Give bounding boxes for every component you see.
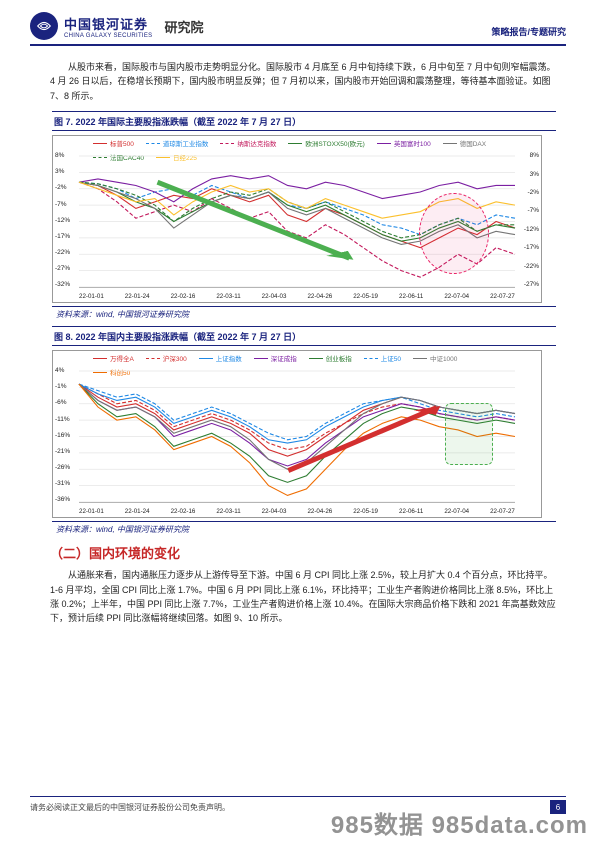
chart-8-canvas: 万得全A沪深300上证指数深证成指创业板指上证50中证1000科创50 4%-1… <box>52 350 542 518</box>
chart-7-source: 资料来源：wind, 中国银河证券研究院 <box>52 306 556 320</box>
chart-8-title: 图 8. 2022 年国内主要股指涨跌幅（截至 2022 年 7 月 27 日） <box>52 326 556 346</box>
chart-7-xaxis: 22-01-0122-01-2422-02-1622-03-1122-04-03… <box>79 293 515 300</box>
section-2-paragraph: 从通胀来看，国内通胀压力逐步从上游传导至下游。中国 6 月 CPI 同比上涨 2… <box>50 568 556 626</box>
report-category: 策略报告/专题研究 <box>491 25 566 40</box>
brand-name-cn: 中国银河证券 <box>64 14 152 33</box>
galaxy-logo-icon <box>30 12 58 40</box>
chart-7-highlight-oval <box>419 193 489 274</box>
chart-7-plot <box>79 156 515 288</box>
brand-logo-block: 中国银河证券 CHINA GALAXY SECURITIES 研究院 <box>30 12 204 40</box>
chart-7-title: 图 7. 2022 年国际主要股指涨跌幅（截至 2022 年 7 月 27 日） <box>52 111 556 131</box>
chart-7-canvas: 标普500道琼斯工业指数纳斯达克指数欧洲STOXX50(欧元)英国富时100德国… <box>52 135 542 303</box>
chart-8-highlight-rect <box>445 403 493 466</box>
intro-paragraph: 从股市来看，国际股市与国内股市走势明显分化。国际股市 4 月底至 6 月中旬持续… <box>50 60 556 103</box>
brand-name-en: CHINA GALAXY SECURITIES <box>64 33 152 39</box>
chart-7-yaxis-right: 8%3%-2%-7%-12%-17%-22%-27% <box>515 152 539 288</box>
brand-dept: 研究院 <box>164 17 203 36</box>
chart-8-plot <box>79 371 515 503</box>
chart-8-xaxis: 22-01-0122-01-2422-02-1622-03-1122-04-03… <box>79 508 515 515</box>
chart-7-block: 图 7. 2022 年国际主要股指涨跌幅（截至 2022 年 7 月 27 日）… <box>50 111 556 320</box>
chart-8-source: 资料来源：wind, 中国银河证券研究院 <box>52 521 556 535</box>
chart-8-yaxis-left: 4%-1%-6%-11%-16%-21%-26%-31%-36% <box>55 367 79 503</box>
watermark: 985数据 985data.com <box>331 805 588 840</box>
disclaimer-text: 请务必阅读正文最后的中国银河证券股份公司免责声明。 <box>30 802 230 813</box>
page-header: 中国银河证券 CHINA GALAXY SECURITIES 研究院 策略报告/… <box>0 0 596 44</box>
header-rule <box>30 44 566 46</box>
chart-7-yaxis-left: 8%3%-2%-7%-12%-17%-22%-27%-32% <box>55 152 79 288</box>
chart-8-block: 图 8. 2022 年国内主要股指涨跌幅（截至 2022 年 7 月 27 日）… <box>50 326 556 535</box>
section-2-heading: （二）国内环境的变化 <box>50 543 556 562</box>
